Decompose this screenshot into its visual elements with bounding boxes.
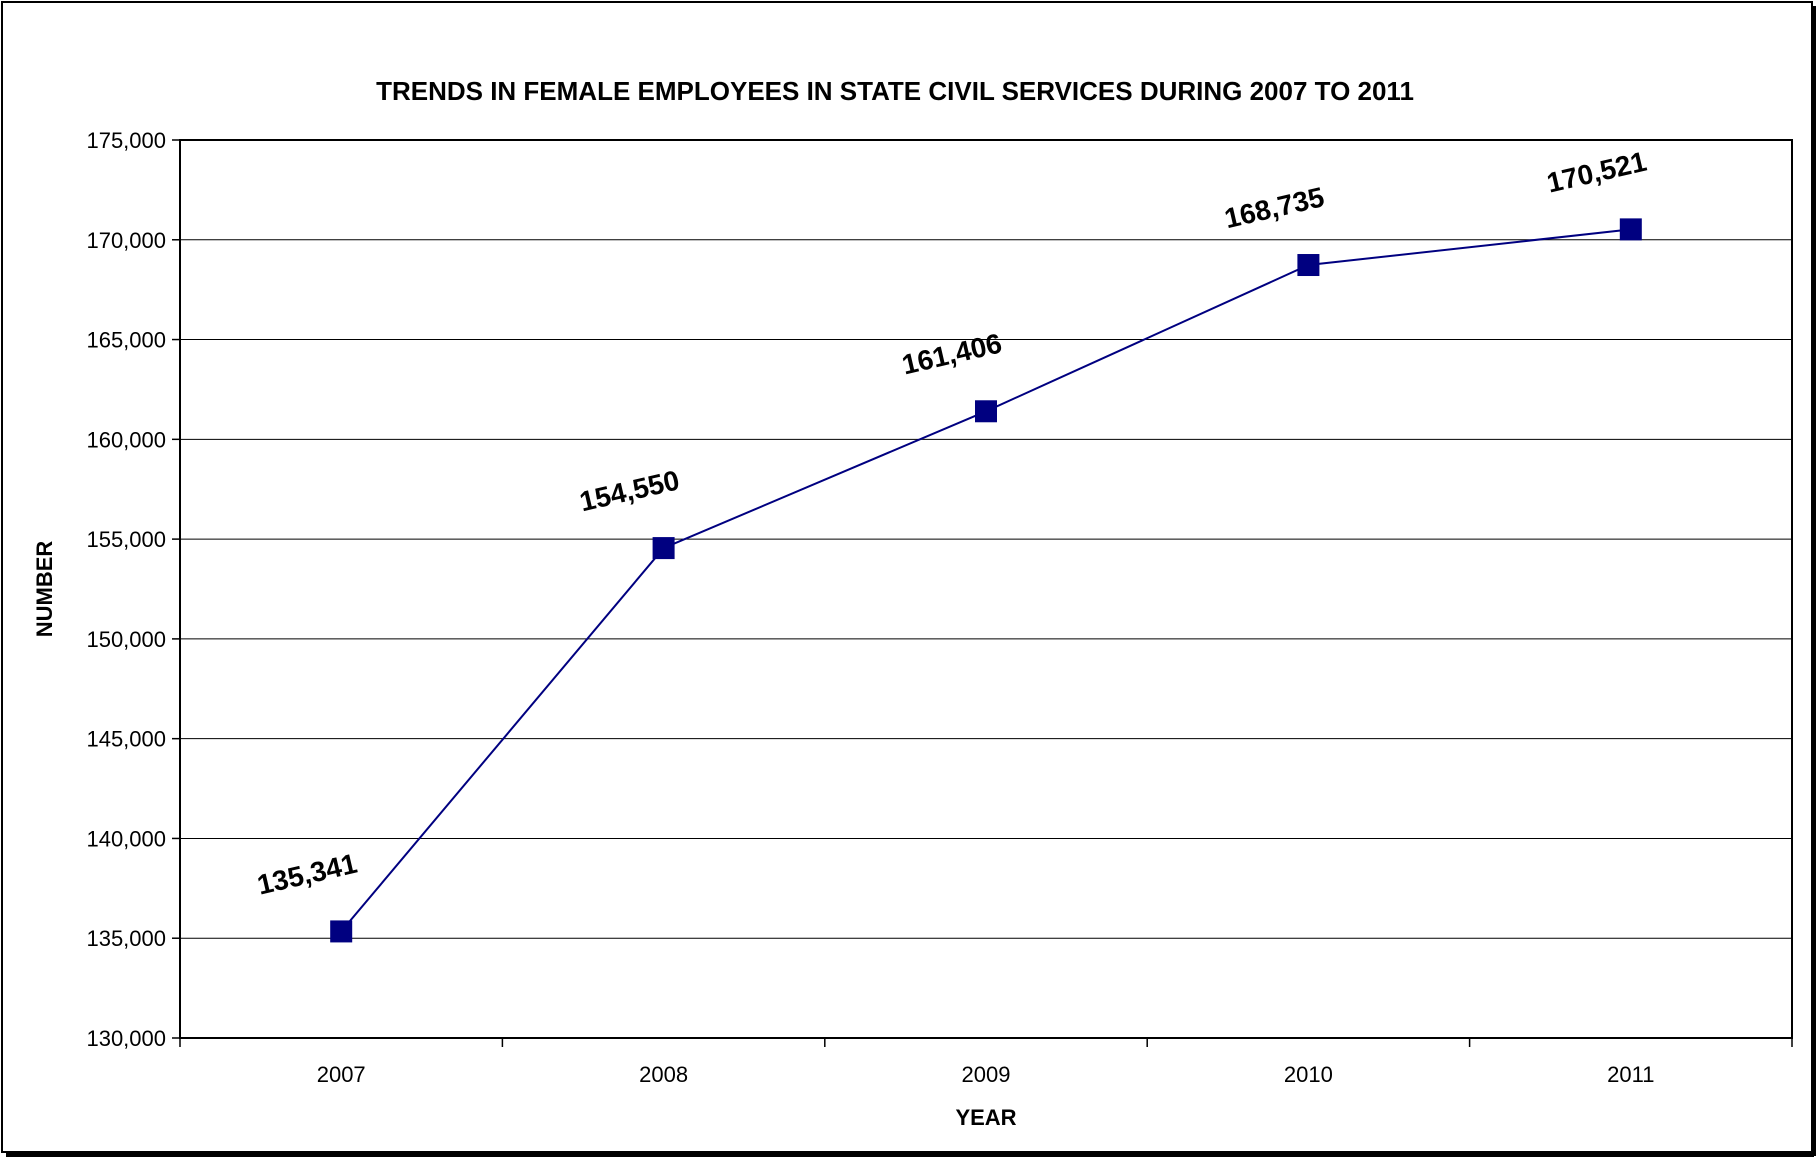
y-tick-label: 135,000 [86,926,166,951]
y-tick-label: 165,000 [86,328,166,353]
x-axis: 2007 2008 2009 2010 2011 [179,1038,1793,1087]
y-tick-label: 160,000 [86,427,166,452]
y-tick-label: 175,000 [86,128,166,153]
data-point-marker [652,537,675,560]
data-point-marker [1619,218,1642,241]
x-axis-title: YEAR [955,1105,1016,1130]
y-tick-label: 150,000 [86,627,166,652]
y-tick-label: 140,000 [86,826,166,851]
x-tick-label: 2011 [1607,1062,1654,1087]
y-tick-label: 155,000 [86,527,166,552]
x-tick-label: 2008 [639,1062,688,1087]
data-point-marker [1297,254,1320,277]
x-tick-label: 2010 [1284,1062,1333,1087]
y-tick-label: 170,000 [86,228,166,253]
x-tick-label: 2009 [962,1062,1011,1087]
data-point-marker [330,920,353,943]
x-tick-label: 2007 [317,1062,366,1087]
y-tick-label: 130,000 [86,1026,166,1051]
y-tick-label: 145,000 [86,727,166,752]
plot-area [179,139,1793,1039]
chart-title: TRENDS IN FEMALE EMPLOYEES IN STATE CIVI… [376,76,1414,106]
y-axis-title: NUMBER [32,541,57,638]
y-axis: 130,000 135,000 140,000 145,000 150,000 155,0… [86,128,180,1051]
data-point-marker [975,400,997,423]
